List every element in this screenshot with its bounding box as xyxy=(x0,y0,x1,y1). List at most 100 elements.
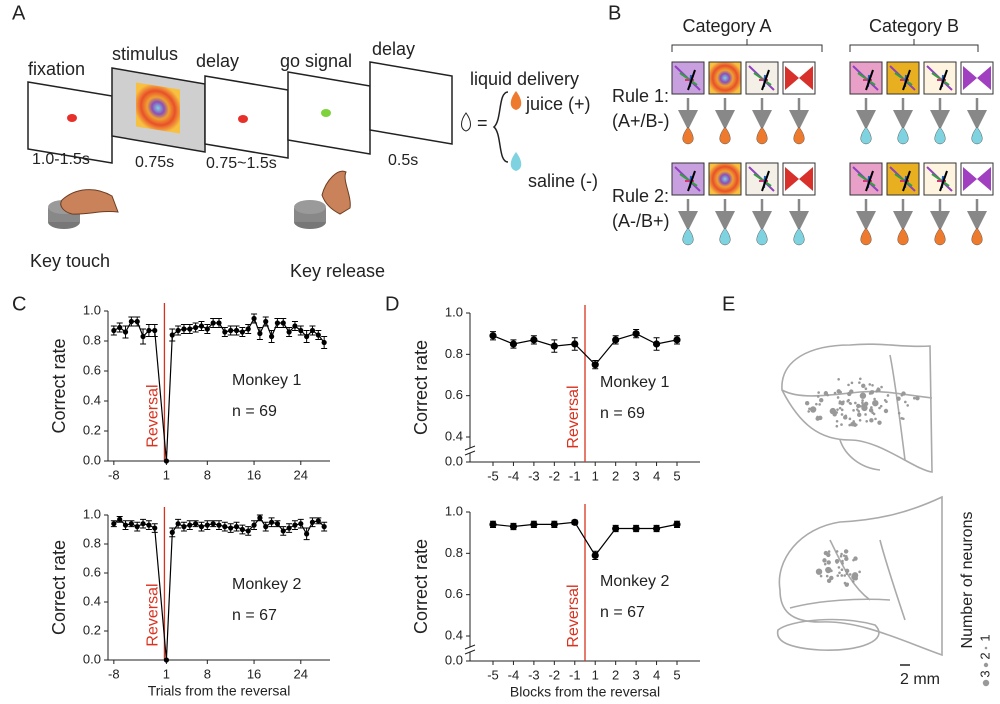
stimulus-icon xyxy=(708,162,742,196)
reversal-label: Reversal xyxy=(145,384,162,447)
icon-stroke xyxy=(687,69,696,91)
data-point xyxy=(280,528,286,534)
neuron-dot xyxy=(851,580,855,583)
legend-dot xyxy=(983,662,989,668)
scale-bar-label: 2 mm xyxy=(900,671,940,688)
data-point xyxy=(228,327,234,334)
neuron-dots xyxy=(804,377,920,587)
y-tick-label: 0.6 xyxy=(83,564,101,579)
data-point xyxy=(222,329,228,335)
y-tick-label: 0.2 xyxy=(83,622,101,637)
neuron-dot xyxy=(836,408,839,411)
annotation: Monkey 1 xyxy=(232,372,301,389)
neuron-dot xyxy=(859,392,867,399)
neuron-dot xyxy=(879,404,883,408)
data-point xyxy=(652,524,661,533)
brain-outline xyxy=(781,343,933,473)
x-tick-label: -2 xyxy=(549,667,561,682)
reversal-label: Reversal xyxy=(145,583,162,646)
data-point xyxy=(239,526,245,533)
rule-name: Rule 1: xyxy=(612,86,669,106)
neuron-dot xyxy=(871,384,874,387)
data-point xyxy=(509,522,518,531)
neuron-dot xyxy=(844,568,850,574)
data-point xyxy=(274,521,281,527)
neuron-dot xyxy=(825,574,829,578)
category-brace xyxy=(671,39,823,52)
data-point xyxy=(204,326,210,332)
juice-drop xyxy=(510,91,522,110)
neuron-dot xyxy=(826,552,831,558)
neuron-dot xyxy=(834,558,840,564)
icon-stroke xyxy=(865,69,874,91)
x-tick-label: 8 xyxy=(204,666,211,681)
y-tick-label: 0.6 xyxy=(445,586,463,601)
category-label: Category A xyxy=(682,16,771,36)
neuron-dot xyxy=(840,413,844,416)
data-point xyxy=(216,522,222,528)
epoch-label: delay xyxy=(196,51,239,71)
neuron-dot xyxy=(886,394,890,397)
icon-stroke xyxy=(902,170,911,192)
stimulus-icon xyxy=(708,61,742,95)
y-tick-label: 1.0 xyxy=(445,503,463,518)
neuron-dot xyxy=(835,550,839,553)
data-point xyxy=(216,320,222,326)
neuron-dot xyxy=(904,400,907,404)
neuron-dot xyxy=(816,395,820,398)
y-tick-label: 0.0 xyxy=(445,652,463,667)
neuron-dot xyxy=(841,562,844,565)
epoch-label: delay xyxy=(372,39,415,59)
data-point xyxy=(673,336,681,344)
neuron-dot xyxy=(819,574,823,578)
neuron-dot xyxy=(829,575,834,581)
neuron-dot xyxy=(864,387,868,391)
data-point xyxy=(268,333,275,340)
data-point xyxy=(673,520,681,529)
y-axis-label: Correct rate xyxy=(49,540,69,635)
y-tick-label: 0.0 xyxy=(83,452,101,467)
neuron-dot xyxy=(869,418,874,423)
data-point xyxy=(187,522,193,528)
n-label: n = 67 xyxy=(600,604,645,621)
data-point xyxy=(263,524,269,530)
data-point xyxy=(509,340,518,348)
data-point xyxy=(163,657,170,663)
y-tick-label: 1.0 xyxy=(83,302,101,317)
neuron-dot xyxy=(843,574,846,577)
data-point xyxy=(117,324,123,331)
data-point xyxy=(245,326,251,332)
x-tick-label: -3 xyxy=(528,667,540,682)
x-tick-label: -1 xyxy=(569,468,581,483)
data-point xyxy=(632,524,640,533)
neuron-dot xyxy=(854,423,858,427)
x-tick-label: 24 xyxy=(294,666,308,681)
data-point xyxy=(169,529,175,536)
stimulus-image xyxy=(136,82,180,134)
neuron-dot xyxy=(823,562,827,566)
axis-break xyxy=(464,445,476,456)
drop-outline xyxy=(461,112,471,132)
legend-label: 1 xyxy=(977,634,992,641)
neuron-dot xyxy=(826,393,829,397)
data-line xyxy=(492,333,678,366)
neuron-dot xyxy=(829,407,837,415)
data-point xyxy=(245,528,251,534)
n-label: n = 69 xyxy=(232,403,277,420)
neuron-dot xyxy=(843,415,848,420)
neuron-dot xyxy=(840,400,845,406)
neuron-dot xyxy=(865,420,869,423)
neuron-dot xyxy=(854,401,857,405)
duration-label: 0.75~1.5s xyxy=(206,155,277,172)
panel-label: D xyxy=(385,293,399,315)
y-axis-label: Correct rate xyxy=(411,539,431,634)
neuron-dot xyxy=(835,419,839,423)
neuron-dot xyxy=(861,399,864,402)
reward-drop xyxy=(756,126,768,145)
neuron-dot xyxy=(883,398,887,402)
neuron-dot xyxy=(815,568,823,575)
neuron-dot xyxy=(845,572,849,576)
neuron-dot xyxy=(845,555,848,558)
data-point xyxy=(134,524,140,530)
